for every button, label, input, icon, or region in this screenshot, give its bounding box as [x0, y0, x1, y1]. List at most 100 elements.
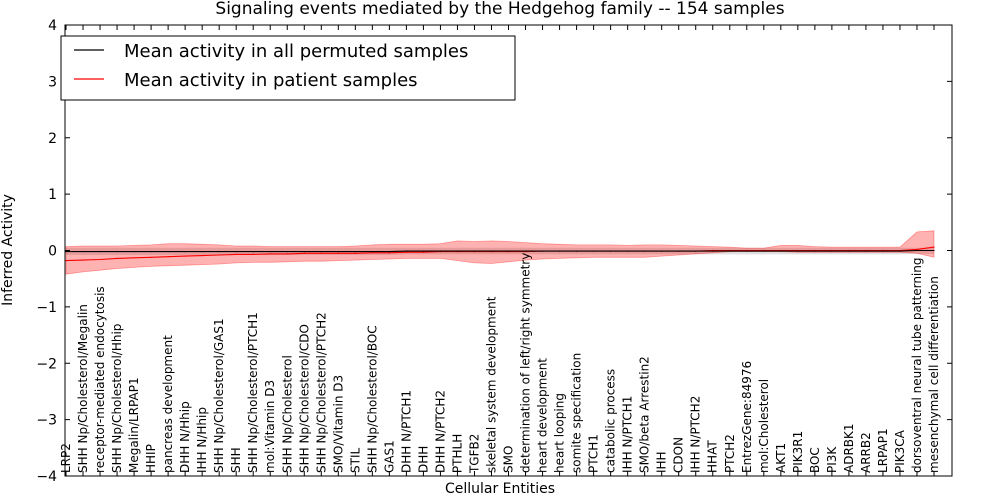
x-tick-label: BOC: [808, 447, 822, 473]
y-tick-label: −3: [36, 413, 57, 429]
permuted-point: [712, 250, 714, 252]
x-tick-label: IHH N/PTCH1: [621, 396, 635, 473]
permuted-point: [201, 251, 203, 253]
permuted-point: [559, 250, 561, 252]
patient-point: [116, 257, 118, 259]
permuted-point: [661, 250, 663, 252]
patient-point: [388, 252, 390, 254]
permuted-point: [780, 250, 782, 252]
permuted-point: [116, 251, 118, 253]
x-tick-label: heart development: [536, 358, 550, 473]
patient-point: [133, 257, 135, 259]
y-tick-label: 4: [48, 18, 57, 34]
permuted-point: [150, 251, 152, 253]
y-tick-label: −1: [36, 300, 57, 316]
x-tick-label: receptor-mediated endocytosis: [93, 286, 107, 473]
x-tick-label: DHH N/PTCH2: [433, 390, 447, 473]
x-tick-label: LRP2: [59, 443, 73, 473]
x-tick-label: IHH: [655, 451, 669, 473]
y-tick-label: 2: [48, 131, 57, 147]
patient-point: [99, 258, 101, 261]
y-tick-label: −2: [36, 356, 57, 372]
patient-point: [201, 255, 203, 257]
x-tick-label: mol:Cholesterol: [757, 379, 771, 473]
y-axis-label: Inferred Activity: [0, 194, 16, 306]
x-tick-label: mesenchymal cell differentiation: [927, 276, 941, 473]
x-tick-label: CDON: [672, 437, 686, 473]
permuted-point: [405, 250, 407, 252]
permuted-point: [82, 251, 84, 253]
permuted-point: [899, 250, 901, 252]
legend-label-permuted: Mean activity in all permuted samples: [124, 41, 468, 62]
permuted-point: [848, 250, 850, 252]
y-axis: 4 3 2 1 0 −1 −2 −3 −4: [36, 18, 952, 485]
x-tick-label: DHH N/Hhip: [178, 401, 192, 473]
x-tick-label: SHH Np/Cholesterol/PTCH2: [314, 312, 328, 473]
permuted-point: [814, 250, 816, 252]
permuted-point: [627, 250, 629, 252]
x-tick-label: SHH Np/Cholesterol: [280, 355, 294, 473]
x-tick-label: determination of left/right symmetry: [519, 253, 533, 473]
x-tick-label: heart looping: [553, 393, 567, 473]
permuted-point: [916, 249, 918, 252]
y-tick-label: −4: [36, 469, 57, 485]
permuted-point: [695, 250, 697, 252]
x-tick-label: SHH Np/Cholesterol/Hhip: [110, 324, 124, 473]
permuted-point: [797, 250, 799, 252]
permuted-point: [831, 250, 833, 252]
permuted-point: [746, 250, 748, 252]
y-tick-label: 0: [48, 244, 57, 260]
patient-point: [82, 259, 84, 261]
permuted-point: [303, 251, 305, 253]
x-tick-label: ADRBK1: [842, 423, 856, 473]
x-tick-label: SHH Np/Cholesterol/CDO: [297, 324, 311, 473]
x-tick-label: SHH Np/Cholesterol/GAS1: [212, 318, 226, 473]
patient-point: [320, 252, 322, 254]
x-tick-label: SHH Np/Cholesterol/BOC: [365, 325, 379, 473]
permuted-point: [133, 251, 135, 253]
permuted-point: [65, 251, 67, 253]
x-axis: LRP2 SHH Np/Cholesterol/Megalin receptor-m…: [59, 25, 941, 476]
permuted-point: [371, 251, 373, 253]
permuted-point: [541, 250, 544, 252]
x-tick-label: HHIP: [144, 444, 158, 473]
permuted-point: [286, 251, 288, 253]
permuted-point: [644, 250, 646, 252]
x-tick-label: skeletal system development: [485, 296, 499, 473]
x-tick-label: PI3K: [825, 446, 839, 473]
x-tick-label: SHH Np/Cholesterol/Megalin: [76, 304, 90, 473]
permuted-point: [576, 250, 578, 252]
patient-point: [252, 253, 254, 255]
permuted-point: [337, 251, 339, 253]
x-tick-label: HHAT: [706, 440, 720, 473]
y-tick-label: 3: [48, 74, 57, 90]
x-tick-label: pancreas development: [161, 335, 175, 473]
x-tick-label: ARRB2: [859, 432, 873, 473]
permuted-point: [456, 250, 459, 252]
confidence-bands: [65, 230, 935, 275]
permuted-point: [422, 250, 424, 252]
x-tick-label: Megalin/LRPAP1: [127, 377, 141, 473]
patient-point: [303, 252, 305, 254]
patient-point: [286, 253, 288, 255]
permuted-point: [235, 251, 237, 253]
x-tick-label: SMO/beta Arrestin2: [638, 356, 652, 473]
permuted-point: [593, 250, 595, 252]
x-tick-label: PTCH2: [723, 434, 737, 473]
x-tick-label: dorsoventral neural tube patterning: [910, 257, 924, 473]
patient-point: [422, 251, 424, 253]
chart-title: Signaling events mediated by the Hedgeho…: [215, 0, 784, 19]
x-tick-label: STIL: [348, 447, 362, 472]
patient-band: [65, 230, 935, 275]
patient-point: [235, 253, 237, 255]
series-lines: [65, 246, 935, 262]
permuted-point: [933, 249, 935, 252]
patient-point: [933, 246, 935, 248]
permuted-point: [610, 250, 612, 252]
x-tick-label: AKT1: [774, 443, 788, 473]
legend: Mean activity in all permuted samples Me…: [60, 35, 516, 101]
patient-point: [184, 255, 186, 257]
x-tick-label: EntrezGene:84976: [740, 361, 754, 473]
patient-point: [218, 254, 220, 256]
